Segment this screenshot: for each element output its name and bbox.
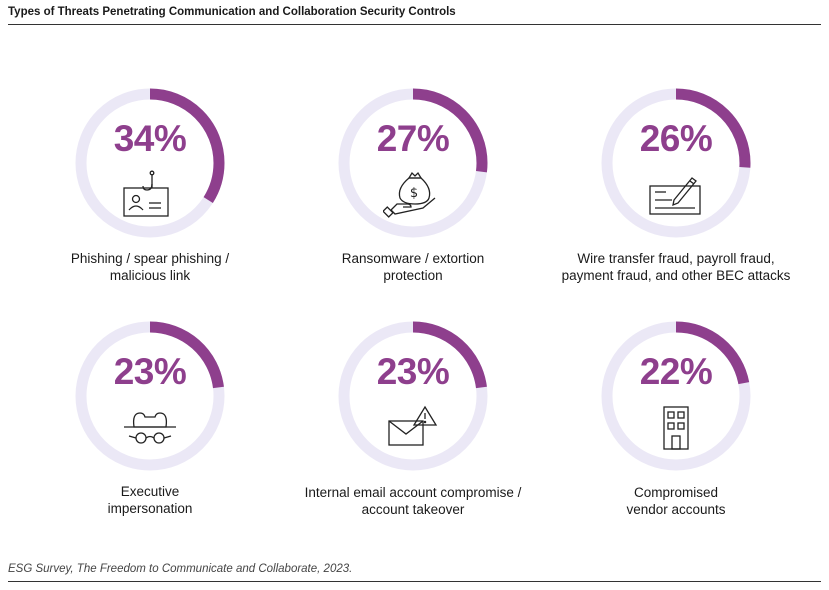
office-building-icon (663, 406, 689, 450)
donut-ring (601, 321, 751, 471)
money-bag-hand-icon: $ (383, 171, 436, 218)
category-label: Compromised vendor accounts (626, 485, 726, 517)
phishing-hook-icon (123, 170, 169, 217)
spy-hat-glasses-icon (124, 412, 176, 444)
envelope-warning-icon (388, 405, 438, 446)
value-label: 26% (639, 118, 713, 159)
category-label: Phishing / spear phishing / malicious li… (70, 251, 230, 283)
top-divider (8, 24, 821, 25)
donut-ring (338, 88, 488, 238)
ring-value-arc (338, 88, 488, 238)
ring-value-arc (601, 88, 751, 238)
value-label: 23% (113, 351, 187, 392)
check-signature-icon (649, 177, 701, 215)
category-label: Executive impersonation (107, 484, 193, 516)
donut-ring (75, 88, 225, 238)
donut-ring (75, 321, 225, 471)
bottom-divider (8, 581, 821, 582)
value-label: 27% (376, 118, 450, 159)
threat-tile: 27% $ Ransomware / extortion protection (283, 88, 543, 318)
category-label: Internal email account compromise / acco… (304, 485, 522, 517)
threat-tile: 26% Wire transfer fraud, payroll fraud, … (546, 88, 806, 318)
svg-text:$: $ (410, 186, 418, 201)
donut-ring (601, 88, 751, 238)
threat-tile: 23% Executive impersonation (20, 321, 280, 551)
category-label: Wire transfer fraud, payroll fraud, paym… (561, 251, 791, 283)
ring-value-arc (338, 321, 488, 471)
value-label: 22% (639, 351, 713, 392)
threat-tile: 23% Internal email account compromise / … (283, 321, 543, 551)
source-note: ESG Survey, The Freedom to Communicate a… (8, 563, 353, 575)
ring-value-arc (601, 321, 751, 471)
chart-title: Types of Threats Penetrating Communicati… (8, 6, 456, 18)
value-label: 34% (113, 118, 187, 159)
donut-ring (338, 321, 488, 471)
ring-value-arc (75, 88, 225, 238)
ring-value-arc (75, 321, 225, 471)
value-label: 23% (376, 351, 450, 392)
category-label: Ransomware / extortion protection (341, 251, 485, 283)
threat-tile: 34% Phishing / spear phishing / maliciou… (20, 88, 280, 318)
threat-tile: 22% Compromised vendor accounts (546, 321, 806, 551)
